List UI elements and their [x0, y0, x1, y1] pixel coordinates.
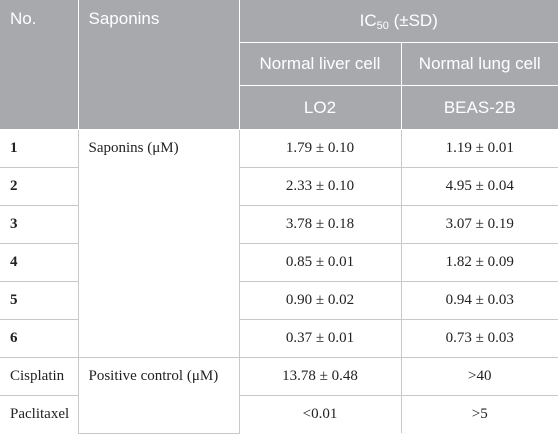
value-beas: 0.73 ± 0.03	[401, 319, 558, 358]
row-no: 1	[0, 129, 79, 168]
header-lo2: LO2	[239, 85, 402, 130]
header-no: No.	[0, 0, 79, 130]
row-no: Paclitaxel	[0, 395, 79, 433]
header-row-cell-line: LO2 BEAS-2B	[0, 85, 558, 130]
table-row: 1 Saponins (μM) 1.79 ± 0.10 1.19 ± 0.01	[0, 129, 558, 358]
value-beas: 1.82 ± 0.09	[401, 243, 558, 282]
row-no: 3	[0, 205, 79, 244]
header-beas: BEAS-2B	[401, 85, 558, 130]
value-lo2: 2.33 ± 0.10	[239, 167, 402, 206]
row-no: 2	[0, 167, 79, 206]
row-no: 4	[0, 243, 79, 282]
value-lo2: 0.85 ± 0.01	[239, 243, 402, 282]
value-beas: >40	[401, 357, 558, 396]
header-lung: Normal lung cell	[401, 42, 558, 86]
value-beas: 4.95 ± 0.04	[401, 167, 558, 206]
value-beas: 1.19 ± 0.01	[401, 129, 558, 168]
header-ic50-prefix: IC	[359, 11, 377, 30]
value-lo2: 13.78 ± 0.48	[239, 357, 402, 396]
value-lo2: 0.37 ± 0.01	[239, 319, 402, 358]
value-lo2: 3.78 ± 0.18	[239, 205, 402, 244]
row-no: 6	[0, 319, 79, 358]
table-row: Paclitaxel <0.01 >5	[0, 395, 558, 433]
value-lo2: 0.90 ± 0.02	[239, 281, 402, 320]
header-ic50-suffix: (±SD)	[388, 11, 438, 30]
value-beas: >5	[471, 406, 488, 422]
header-ic50-sub: 50	[376, 20, 389, 32]
table-row: 2 2.33 ± 0.10 4.95 ± 0.04	[0, 167, 558, 206]
value-beas: 3.07 ± 0.19	[401, 205, 558, 244]
table-row: 3 3.78 ± 0.18 3.07 ± 0.19	[0, 205, 558, 244]
table-row: 5 0.90 ± 0.02 0.94 ± 0.03	[0, 281, 558, 320]
header-saponins: Saponins	[78, 0, 240, 130]
row-no: 5	[0, 281, 79, 320]
header-ic50: IC50 (±SD)	[239, 0, 558, 43]
table-row: 6 0.37 ± 0.01 0.73 ± 0.03	[0, 319, 558, 358]
group-label-positive-control: Positive control (μM)	[78, 357, 240, 434]
table-row: Cisplatin Positive control (μM) 13.78 ± …	[0, 357, 558, 434]
header-row-cell-type: Normal liver cell Normal lung cell	[0, 42, 558, 86]
row-no: Cisplatin	[0, 357, 79, 396]
value-beas: 0.94 ± 0.03	[401, 281, 558, 320]
group-label-saponins: Saponins (μM)	[78, 129, 240, 358]
value-lo2: <0.01	[239, 395, 402, 433]
header-row: No. Saponins IC50 (±SD)	[0, 0, 558, 130]
table-row: 4 0.85 ± 0.01 1.82 ± 0.09	[0, 243, 558, 282]
value-lo2: 1.79 ± 0.10	[239, 129, 402, 168]
header-liver: Normal liver cell	[239, 42, 402, 86]
